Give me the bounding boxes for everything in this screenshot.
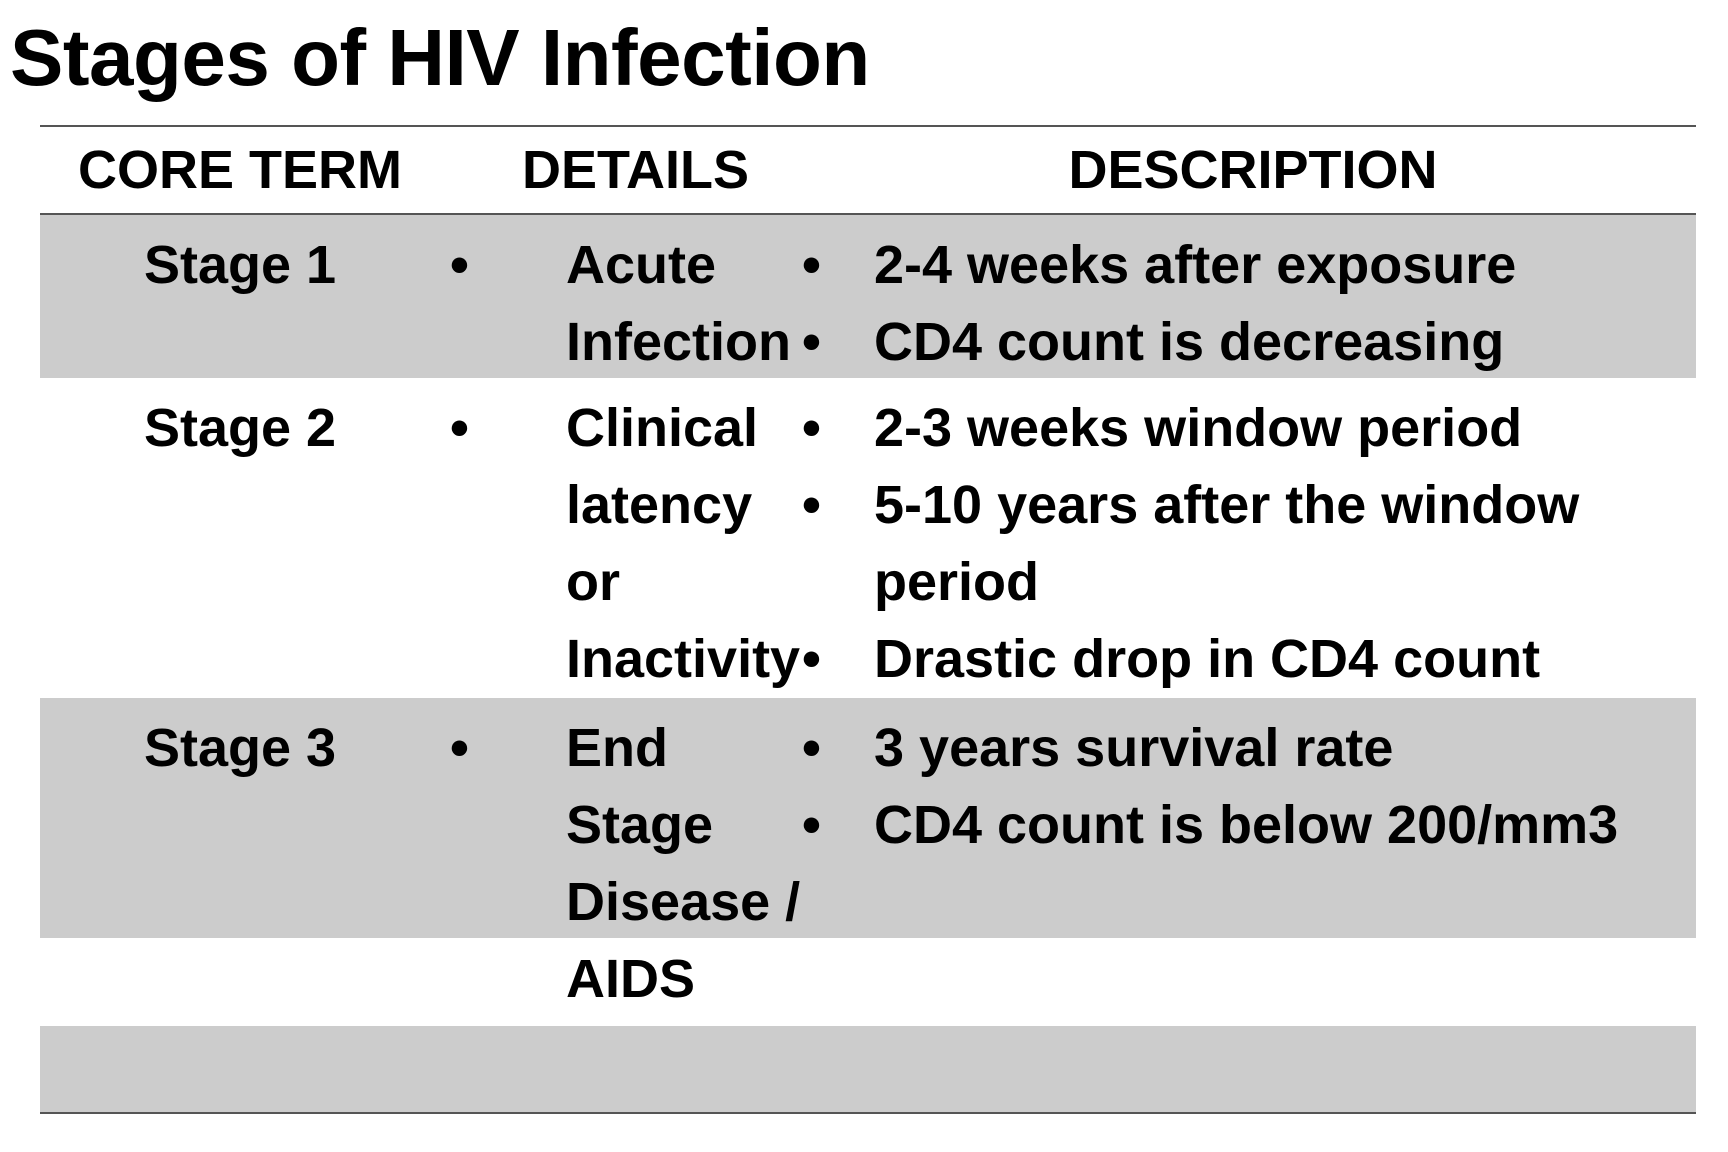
bullet-icon: • [450, 718, 469, 778]
stage-description: • 2-4 weeks after exposure • CD4 count i… [802, 227, 1702, 381]
header-core-term: CORE TERM [78, 140, 402, 200]
description-item: • CD4 count is below 200/mm3 [802, 787, 1702, 864]
table-row-stage-3: Stage 3 • End Stage Disease / AIDS • 3 y… [40, 698, 1696, 1009]
bullet-icon: • [802, 475, 821, 535]
description-item: • Drastic drop in CD4 count [802, 621, 1702, 698]
table-top-rule [40, 125, 1696, 127]
details-text: End Stage Disease / AIDS [566, 718, 801, 1009]
stage-description: • 2-3 weeks window period • 5-10 years a… [802, 390, 1702, 698]
table-bottom-rule [40, 1112, 1696, 1114]
description-text: CD4 count is decreasing [874, 312, 1505, 372]
slide-title: Stages of HIV Infection [10, 13, 870, 102]
description-item: • 2-4 weeks after exposure [802, 227, 1702, 304]
description-item: • 2-3 weeks window period [802, 390, 1702, 467]
stage-term: Stage 3 [143, 718, 337, 778]
header-description: DESCRIPTION [1068, 140, 1438, 200]
table-header-row: CORE TERM DETAILS DESCRIPTION [40, 127, 1696, 213]
table-row-empty [40, 1026, 1696, 1112]
table-row-empty [40, 938, 1696, 1026]
details-text: Clinical latency or Inactivity [566, 398, 801, 689]
bullet-icon: • [802, 718, 821, 778]
header-details: DETAILS [522, 140, 749, 200]
description-text: 3 years survival rate [874, 718, 1394, 778]
bullet-icon: • [802, 795, 821, 855]
bullet-icon: • [802, 235, 821, 295]
details-text: Acute Infection [566, 235, 791, 372]
stage-term: Stage 2 [143, 398, 337, 458]
bullet-icon: • [450, 235, 469, 295]
stage-term: Stage 1 [143, 235, 337, 295]
description-text: 2-4 weeks after exposure [874, 235, 1517, 295]
details-item: • Acute Infection [450, 227, 830, 381]
bullet-icon: • [802, 398, 821, 458]
description-item: • CD4 count is decreasing [802, 304, 1702, 381]
description-text: 2-3 weeks window period [874, 398, 1523, 458]
description-item: • 5-10 years after the window period [802, 467, 1674, 621]
description-text: CD4 count is below 200/mm3 [874, 795, 1619, 855]
description-text: 5-10 years after the window period [874, 475, 1580, 612]
stage-description: • 3 years survival rate • CD4 count is b… [802, 710, 1702, 864]
table-header-rule [40, 213, 1696, 215]
bullet-icon: • [450, 398, 469, 458]
stage-details: • Acute Infection [450, 227, 830, 381]
table-row-stage-2: Stage 2 • Clinical latency or Inactivity… [40, 378, 1696, 698]
description-text: Drastic drop in CD4 count [874, 629, 1541, 689]
table-row-stage-1: Stage 1 • Acute Infection • 2-4 weeks af… [40, 215, 1696, 378]
bullet-icon: • [802, 312, 821, 372]
description-item: • 3 years survival rate [802, 710, 1702, 787]
details-item: • Clinical latency or Inactivity [450, 390, 800, 698]
details-item: • End Stage Disease / AIDS [450, 710, 806, 1018]
bullet-icon: • [802, 629, 821, 689]
stages-table: CORE TERM DETAILS DESCRIPTION Stage 1 • … [40, 125, 1696, 1114]
stage-details: • Clinical latency or Inactivity [450, 390, 830, 698]
stage-details: • End Stage Disease / AIDS [450, 710, 830, 1018]
